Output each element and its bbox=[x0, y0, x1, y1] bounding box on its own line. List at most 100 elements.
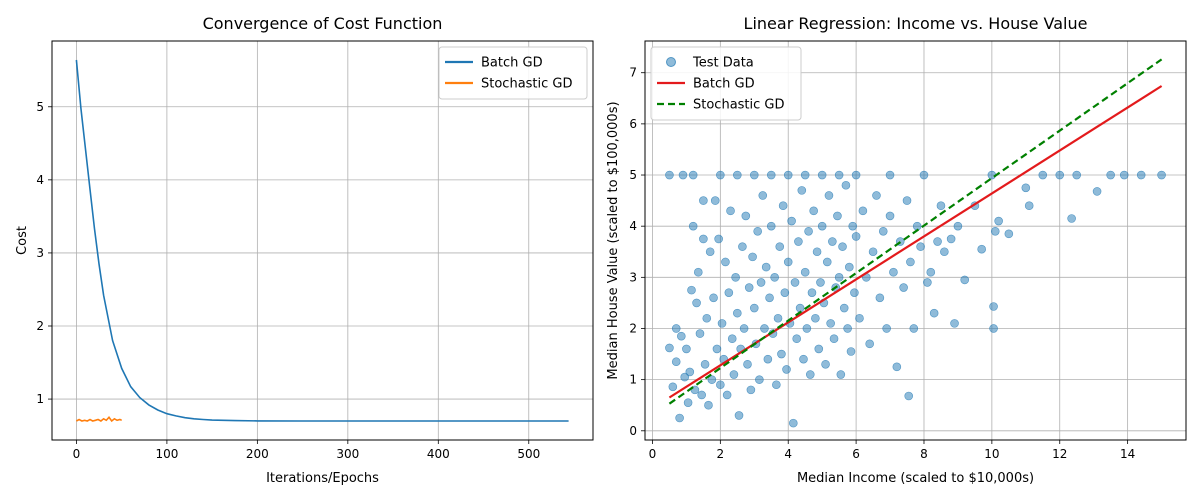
series-line-stochastic-gd bbox=[76, 416, 123, 423]
data-point bbox=[1157, 170, 1166, 180]
data-point bbox=[780, 288, 790, 297]
legend-label: Batch GD bbox=[481, 56, 543, 71]
data-point bbox=[705, 247, 715, 257]
data-point bbox=[936, 201, 946, 211]
data-point bbox=[739, 324, 749, 333]
data-point bbox=[729, 370, 739, 379]
data-point bbox=[809, 206, 818, 216]
data-point bbox=[878, 226, 888, 236]
y-tick-label: 4 bbox=[629, 219, 637, 233]
data-point bbox=[851, 170, 861, 180]
data-point bbox=[773, 313, 783, 323]
data-point bbox=[727, 334, 737, 344]
data-point bbox=[783, 257, 793, 267]
x-tick-label: 8 bbox=[920, 447, 928, 461]
data-point bbox=[710, 196, 720, 205]
data-point bbox=[826, 319, 835, 328]
legend-label: Batch GD bbox=[693, 77, 755, 92]
series-line-batch-gd bbox=[75, 59, 569, 422]
data-point bbox=[851, 232, 861, 241]
data-point bbox=[749, 170, 759, 180]
x-tick-label: 2 bbox=[717, 447, 725, 461]
data-point bbox=[902, 196, 912, 205]
data-point bbox=[933, 237, 942, 246]
data-point bbox=[731, 273, 740, 282]
data-point bbox=[799, 354, 808, 364]
data-point bbox=[834, 170, 844, 180]
data-point bbox=[1072, 170, 1082, 180]
data-point bbox=[724, 288, 734, 297]
cost-convergence-chart: 0 100 200 300 400 500 1 2 3 4 5 Convergence of Cost… bbox=[15, 14, 594, 486]
data-point bbox=[906, 257, 915, 267]
data-point bbox=[1119, 170, 1129, 180]
x-tick-label: 12 bbox=[1052, 447, 1067, 461]
data-point bbox=[783, 170, 793, 180]
data-point bbox=[919, 170, 929, 180]
legend-box bbox=[438, 46, 588, 100]
data-point bbox=[693, 267, 703, 277]
data-point bbox=[717, 319, 727, 328]
x-tick-label: 6 bbox=[852, 447, 860, 461]
data-point bbox=[953, 221, 963, 231]
data-point bbox=[1024, 201, 1034, 211]
axes-frame bbox=[51, 40, 594, 441]
data-point bbox=[817, 170, 827, 180]
data-point bbox=[841, 180, 851, 190]
legend: Batch GD Stochastic GD bbox=[438, 46, 588, 100]
data-point bbox=[699, 196, 708, 205]
data-point bbox=[702, 313, 712, 323]
data-point bbox=[775, 242, 785, 251]
data-point bbox=[778, 201, 788, 211]
data-point bbox=[675, 413, 684, 423]
data-point bbox=[795, 303, 805, 313]
x-axis-label: Median Income (scaled to $10,000s) bbox=[797, 471, 1034, 486]
data-point bbox=[714, 234, 723, 244]
data-point bbox=[1021, 183, 1031, 193]
data-point bbox=[688, 221, 698, 231]
x-axis-label: Iterations/Epochs bbox=[266, 471, 379, 486]
data-point bbox=[695, 329, 705, 338]
data-point bbox=[839, 303, 849, 313]
data-point bbox=[923, 278, 932, 287]
data-point bbox=[787, 216, 796, 226]
y-tick-label: 3 bbox=[36, 246, 44, 260]
data-point bbox=[753, 226, 762, 236]
data-point bbox=[909, 324, 919, 333]
data-point bbox=[885, 211, 895, 221]
x-tick-label: 400 bbox=[427, 447, 450, 461]
data-point bbox=[797, 186, 807, 195]
data-point bbox=[850, 288, 859, 297]
data-point bbox=[790, 278, 800, 287]
data-point bbox=[733, 308, 742, 318]
data-point bbox=[794, 237, 803, 246]
y-tick-label: 6 bbox=[629, 117, 637, 131]
data-point bbox=[716, 170, 725, 180]
y-tick-label: 1 bbox=[629, 373, 637, 387]
y-tick-label: 7 bbox=[629, 66, 637, 80]
data-point bbox=[1136, 170, 1146, 180]
data-point bbox=[807, 288, 817, 297]
data-point bbox=[899, 283, 908, 292]
data-point bbox=[821, 359, 830, 369]
data-point bbox=[671, 357, 681, 367]
series-line-stochastic-gd bbox=[668, 58, 1163, 405]
data-point bbox=[765, 293, 774, 303]
data-point bbox=[668, 382, 678, 392]
data-point bbox=[885, 170, 895, 180]
data-point bbox=[738, 242, 747, 251]
data-point bbox=[704, 400, 713, 410]
y-tick-label: 2 bbox=[36, 319, 44, 333]
y-tick-label: 0 bbox=[629, 424, 637, 438]
data-point bbox=[683, 398, 693, 407]
data-point bbox=[1106, 170, 1115, 180]
data-point bbox=[692, 298, 701, 308]
data-point bbox=[782, 365, 791, 374]
data-point bbox=[940, 247, 949, 257]
data-point bbox=[811, 313, 820, 323]
data-point bbox=[726, 206, 735, 216]
data-point bbox=[700, 359, 710, 369]
data-point bbox=[800, 267, 810, 277]
data-point bbox=[760, 324, 769, 333]
x-tick-label: 4 bbox=[784, 447, 792, 461]
